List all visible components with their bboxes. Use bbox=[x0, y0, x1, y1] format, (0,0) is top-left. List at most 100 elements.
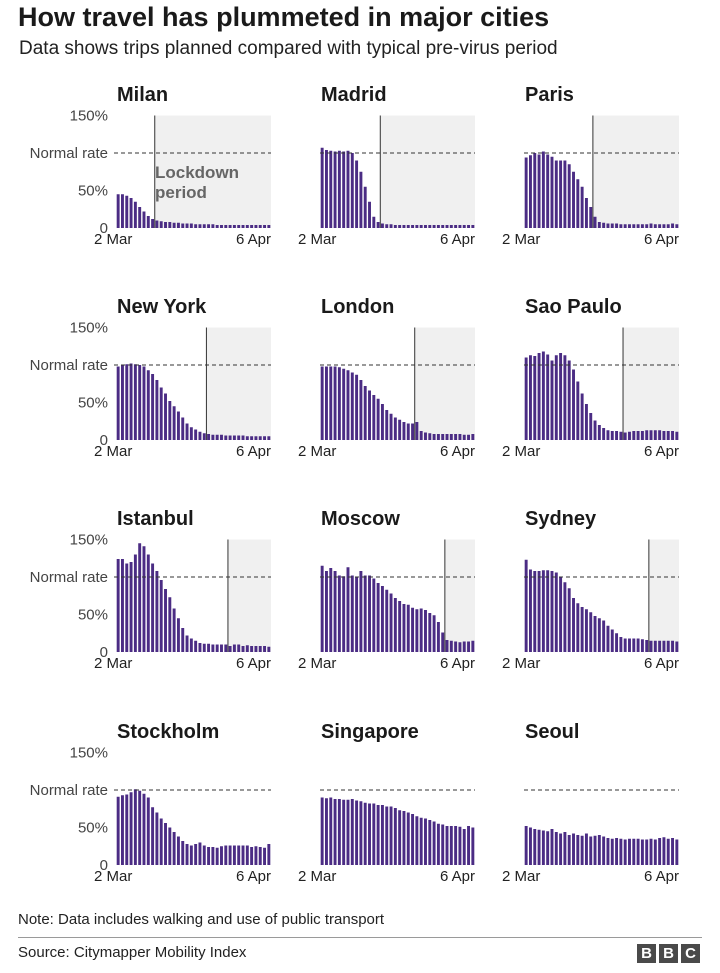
bar bbox=[125, 563, 129, 652]
bar bbox=[176, 222, 180, 228]
bar bbox=[342, 368, 346, 440]
bar bbox=[432, 434, 436, 440]
bar bbox=[372, 216, 376, 228]
bar bbox=[580, 186, 584, 228]
bar bbox=[533, 356, 537, 440]
bar bbox=[389, 593, 393, 652]
x-start-label: 2 Mar bbox=[298, 868, 336, 885]
bar bbox=[359, 380, 363, 440]
bar bbox=[584, 609, 588, 652]
bar bbox=[662, 837, 666, 865]
bar bbox=[467, 225, 471, 228]
y-tick-label: 150% bbox=[70, 320, 108, 337]
bar bbox=[333, 571, 337, 652]
bar bbox=[267, 844, 271, 865]
city-panel-seoul: Seoul 2 Mar 6 Apr bbox=[502, 721, 679, 885]
bar bbox=[385, 589, 389, 652]
bar bbox=[619, 224, 623, 228]
bar bbox=[198, 224, 202, 228]
bar bbox=[176, 836, 180, 865]
bar bbox=[671, 640, 675, 652]
city-panel-new-york: New York 2 Mar 6 Apr 0 50% Normal rate 150% bbox=[30, 296, 271, 460]
bar bbox=[142, 366, 146, 440]
bar bbox=[402, 604, 406, 652]
x-end-label: 6 Apr bbox=[236, 443, 271, 460]
lockdown-shading bbox=[648, 539, 679, 652]
bar bbox=[263, 646, 267, 652]
bar bbox=[368, 803, 371, 865]
y-tick-label: 150% bbox=[70, 108, 108, 125]
city-panel-paris: Paris 2 Mar 6 Apr bbox=[502, 84, 679, 248]
bar bbox=[376, 805, 380, 865]
bar bbox=[563, 160, 567, 228]
bar bbox=[415, 225, 419, 228]
bar bbox=[324, 150, 328, 228]
bar bbox=[576, 835, 580, 865]
city-panel-madrid: Madrid 2 Mar 6 Apr bbox=[298, 84, 475, 248]
bar bbox=[380, 586, 384, 652]
bar bbox=[615, 223, 619, 228]
bar bbox=[376, 222, 380, 228]
x-end-label: 6 Apr bbox=[440, 655, 475, 672]
bar bbox=[168, 222, 172, 228]
bar bbox=[333, 799, 337, 865]
bar bbox=[428, 820, 432, 865]
bar bbox=[398, 810, 402, 865]
bar bbox=[640, 224, 644, 228]
bar bbox=[346, 799, 350, 865]
bar bbox=[267, 436, 271, 440]
lockdown-shading bbox=[380, 115, 475, 228]
bar bbox=[662, 431, 666, 440]
bar bbox=[653, 430, 657, 440]
bar bbox=[649, 430, 653, 440]
bar bbox=[636, 224, 640, 228]
panel-title: Paris bbox=[525, 84, 574, 106]
bar bbox=[606, 625, 610, 652]
city-panel-sao-paulo: Sao Paulo 2 Mar 6 Apr bbox=[502, 296, 679, 460]
bar bbox=[576, 179, 580, 228]
bar bbox=[164, 393, 167, 440]
bar bbox=[424, 225, 427, 228]
bar bbox=[572, 598, 575, 652]
bar bbox=[198, 643, 202, 652]
footnote: Note: Data includes walking and use of p… bbox=[18, 911, 385, 928]
bar bbox=[666, 640, 670, 652]
bar bbox=[263, 847, 267, 865]
bar bbox=[559, 577, 563, 652]
bar bbox=[215, 847, 219, 865]
bar bbox=[675, 431, 679, 440]
bar bbox=[653, 640, 657, 652]
bar bbox=[610, 431, 614, 440]
bar bbox=[350, 372, 354, 440]
bar bbox=[589, 836, 593, 865]
bar bbox=[116, 559, 120, 652]
bar bbox=[320, 797, 324, 865]
bar bbox=[567, 835, 571, 865]
panel-title: Seoul bbox=[525, 721, 579, 743]
bar bbox=[372, 395, 376, 440]
bar bbox=[658, 430, 662, 440]
bar bbox=[436, 823, 440, 865]
bar bbox=[584, 198, 588, 228]
bar bbox=[402, 422, 406, 440]
bar bbox=[528, 355, 532, 440]
bar bbox=[445, 434, 449, 440]
bar bbox=[376, 583, 380, 652]
x-end-label: 6 Apr bbox=[440, 231, 475, 248]
bar bbox=[636, 838, 640, 865]
bar bbox=[385, 806, 389, 865]
y-tick-label: 50% bbox=[78, 395, 108, 412]
bar bbox=[120, 795, 124, 865]
bar bbox=[602, 222, 606, 228]
bar bbox=[151, 219, 155, 228]
bar bbox=[202, 224, 206, 228]
bar bbox=[168, 597, 172, 652]
bar bbox=[419, 225, 423, 228]
bar bbox=[125, 364, 129, 440]
bar bbox=[245, 845, 249, 865]
bar bbox=[337, 150, 341, 228]
bar bbox=[232, 845, 236, 865]
bar bbox=[628, 638, 631, 652]
bar bbox=[393, 598, 397, 652]
bar bbox=[458, 434, 462, 440]
